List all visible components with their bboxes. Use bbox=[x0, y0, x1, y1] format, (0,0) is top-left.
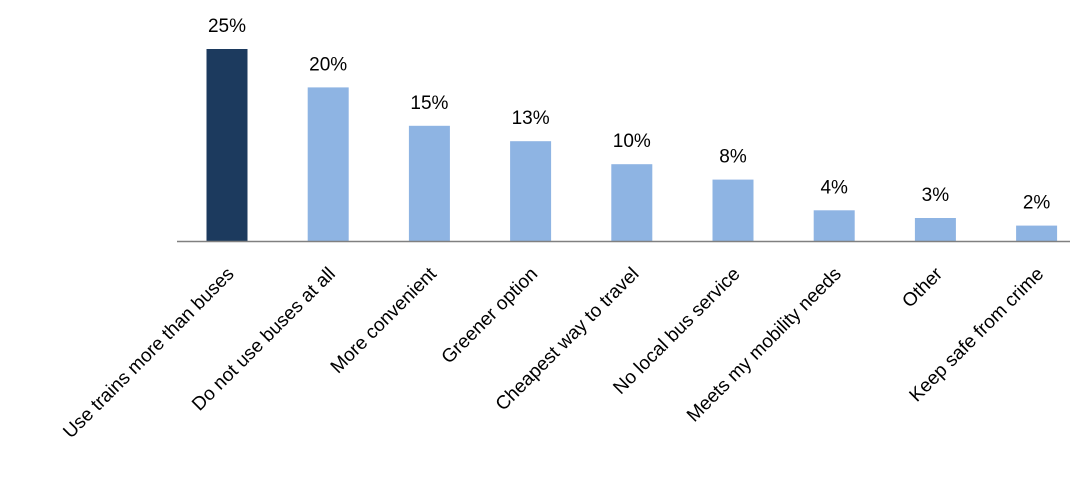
bar-5 bbox=[611, 164, 653, 241]
value-label-7: 4% bbox=[820, 177, 848, 198]
value-label-9: 2% bbox=[1023, 193, 1051, 214]
bar-9 bbox=[1016, 225, 1058, 241]
value-label-2: 20% bbox=[309, 54, 347, 75]
value-label-1: 25% bbox=[208, 16, 246, 37]
value-label-3: 15% bbox=[410, 93, 448, 114]
bar-6 bbox=[712, 179, 754, 241]
bar-3 bbox=[408, 125, 450, 241]
bar-7 bbox=[813, 210, 855, 241]
bar-2 bbox=[307, 87, 349, 242]
category-label-4: Greener option bbox=[438, 264, 542, 368]
category-label-1: Use trains more than buses bbox=[59, 264, 238, 443]
category-label-8: Other bbox=[898, 263, 947, 312]
category-label-3: More convenient bbox=[327, 263, 442, 378]
bar-8 bbox=[914, 218, 956, 241]
value-label-5: 10% bbox=[613, 131, 651, 152]
value-label-6: 8% bbox=[719, 147, 747, 168]
bars-group bbox=[206, 49, 1058, 242]
bar-1 bbox=[206, 49, 248, 241]
value-label-8: 3% bbox=[922, 185, 950, 206]
bar-4 bbox=[510, 141, 552, 241]
value-labels-group: 25% 20% 15% 13% 10% 8% 4% 3% 2% bbox=[208, 16, 1050, 214]
value-label-4: 13% bbox=[512, 108, 550, 129]
